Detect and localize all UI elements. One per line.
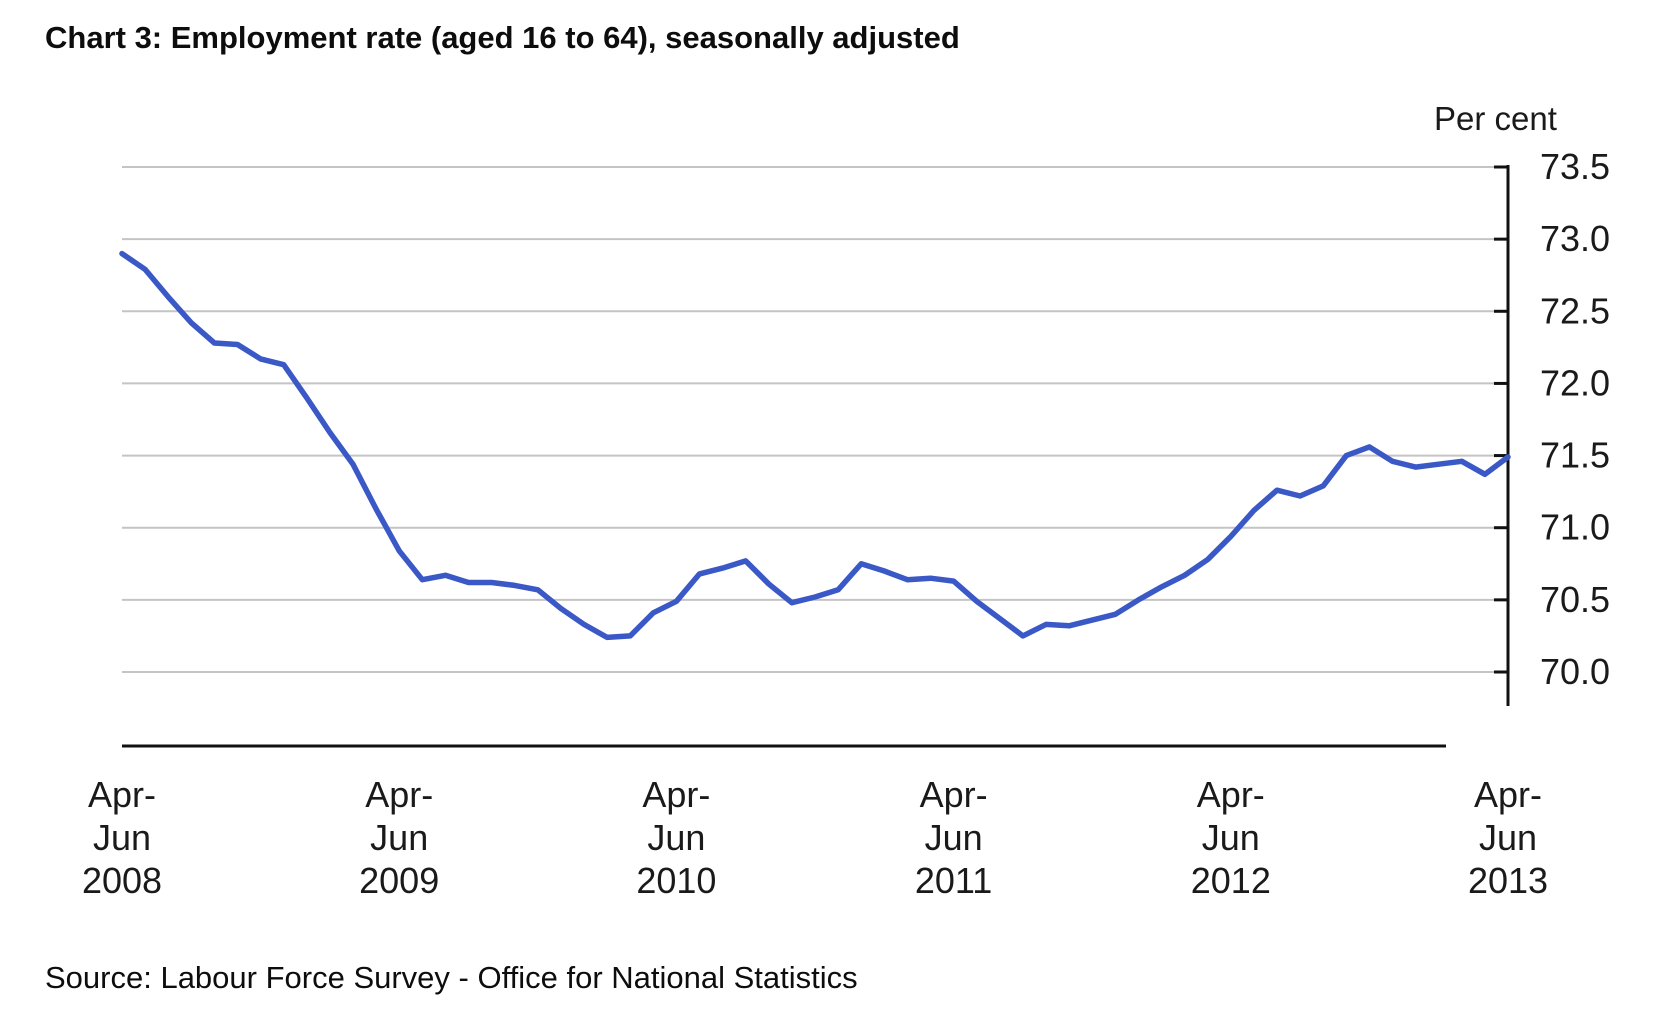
x-tick-label: Apr-: [920, 774, 988, 815]
x-tick-label: Apr-: [365, 774, 433, 815]
y-tick-label: 70.5: [1540, 579, 1610, 620]
y-axis-unit-label: Per cent: [1434, 100, 1557, 137]
x-tick-label: Apr-: [1474, 774, 1542, 815]
chart-title: Chart 3: Employment rate (aged 16 to 64)…: [45, 20, 960, 55]
y-tick-label: 73.5: [1540, 146, 1610, 187]
y-tick-label: 70.0: [1540, 651, 1610, 692]
y-tick-label: 72.5: [1540, 290, 1610, 331]
y-tick-label: 72.0: [1540, 362, 1610, 403]
y-tick-label: 71.0: [1540, 507, 1610, 548]
x-tick-label: Apr-: [88, 774, 156, 815]
x-tick-label: 2011: [915, 860, 992, 901]
x-tick-label: 2013: [1468, 860, 1548, 901]
x-tick-label: Jun: [925, 817, 983, 858]
x-tick-label: 2009: [359, 860, 439, 901]
employment-rate-line: [119, 250, 1511, 641]
x-tick-label: 2012: [1191, 860, 1271, 901]
x-tick-label: Jun: [370, 817, 428, 858]
x-tick-label: 2010: [636, 860, 716, 901]
x-tick-label: Jun: [93, 817, 151, 858]
y-tick-label: 73.0: [1540, 218, 1610, 259]
x-tick-label: Apr-: [642, 774, 710, 815]
x-tick-label: Jun: [1479, 817, 1537, 858]
source-note: Source: Labour Force Survey - Office for…: [45, 960, 858, 995]
y-tick-label: 71.5: [1540, 435, 1610, 476]
x-tick-label: 2008: [82, 860, 162, 901]
x-tick-label: Jun: [1202, 817, 1260, 858]
x-tick-label: Apr-: [1197, 774, 1265, 815]
x-tick-label: Jun: [647, 817, 705, 858]
